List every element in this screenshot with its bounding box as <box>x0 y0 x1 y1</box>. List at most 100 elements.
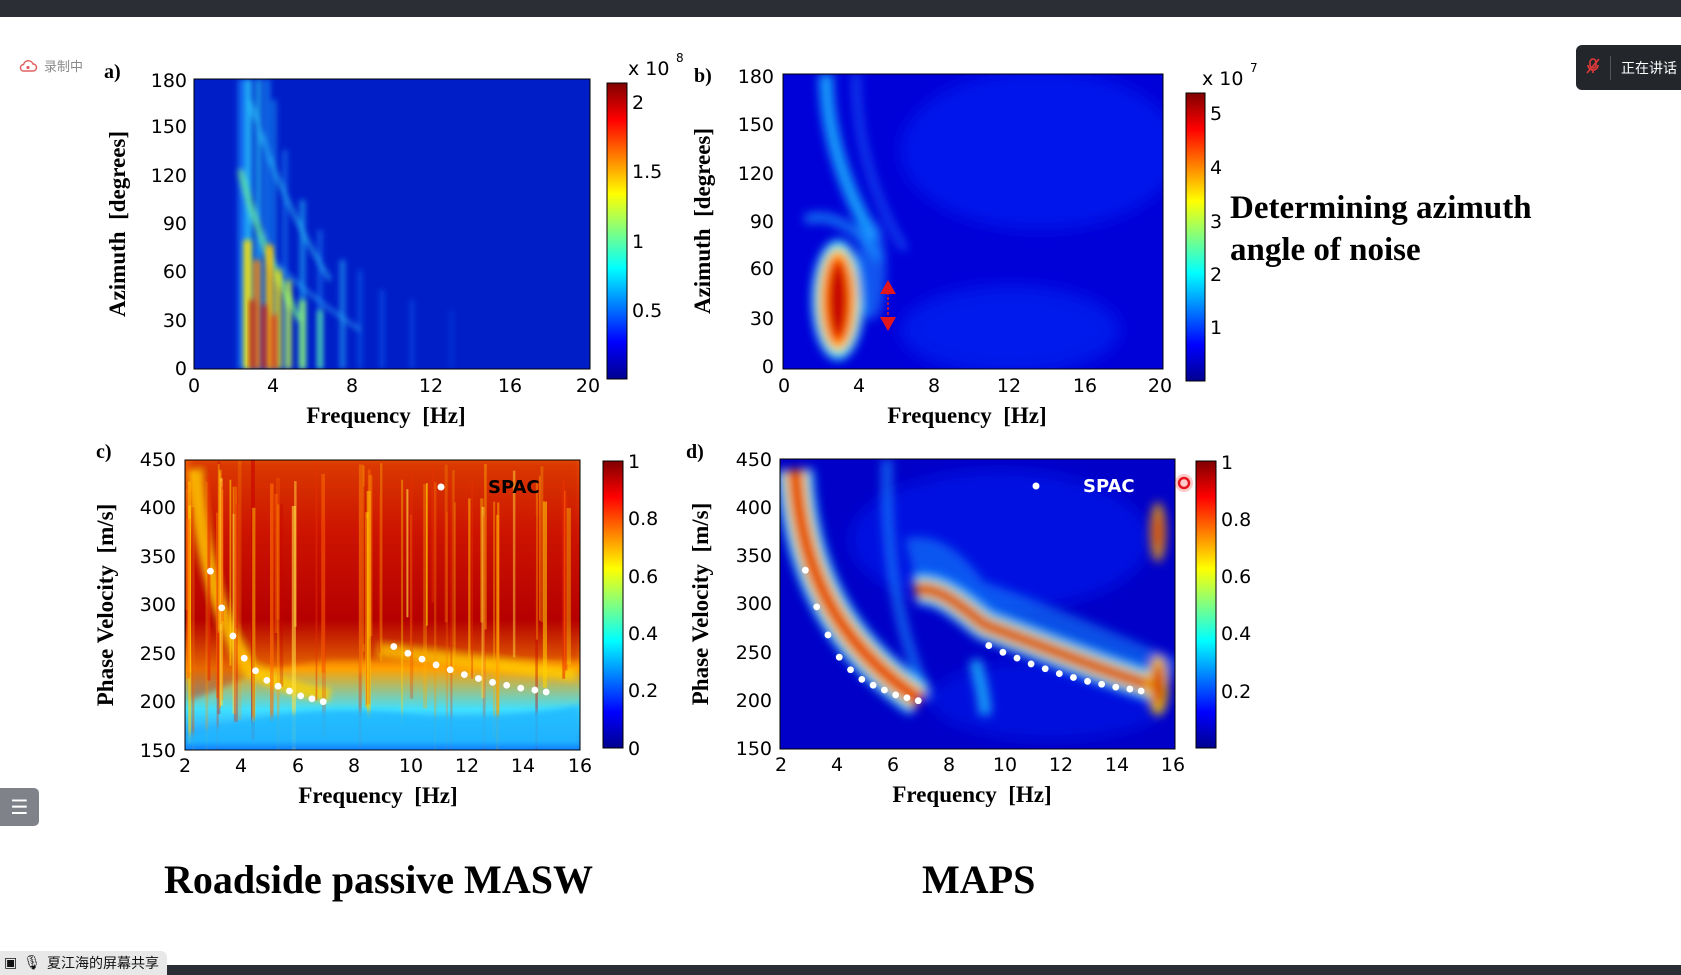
d-x-tick-5: 12 <box>1049 754 1073 776</box>
heatmap-streak <box>192 471 195 750</box>
heatmap-streak <box>401 479 404 724</box>
d-y-tick-6: 450 <box>736 449 772 471</box>
c-x-tick-4: 10 <box>399 755 423 777</box>
c-y-tick-2: 250 <box>140 643 176 665</box>
panel-d-heatmap <box>780 459 1175 749</box>
spac-point <box>880 686 888 694</box>
panel-c-spac-points <box>206 567 550 706</box>
spac-point <box>475 675 482 682</box>
d-legend-label: SPAC <box>1083 476 1135 497</box>
mic-off-icon <box>1576 57 1610 79</box>
heatmap-streak <box>216 515 219 750</box>
d-legend-marker <box>1032 482 1040 490</box>
panel-b: b) 0 30 60 90 <box>690 61 1258 428</box>
b-cbar-tick-0: 1 <box>1210 317 1222 339</box>
b-y-tick-6: 180 <box>738 66 774 88</box>
heatmap-streak <box>229 479 232 666</box>
c-cbar-tick-4: 0.8 <box>628 508 658 530</box>
c-x-tick-5: 12 <box>455 755 479 777</box>
heatmap-streak <box>274 493 278 633</box>
direction-double-arrow <box>880 280 896 331</box>
panel-label-c: c) <box>96 441 112 463</box>
spac-point <box>903 694 911 702</box>
d-y-tick-2: 250 <box>736 642 772 664</box>
speaking-label: 正在讲话 <box>1621 60 1677 77</box>
spac-point <box>1013 654 1021 662</box>
c-x-tick-6: 14 <box>511 755 535 777</box>
d-y-tick-0: 150 <box>736 738 772 760</box>
cloud-icon <box>19 59 38 72</box>
heatmap-streak <box>207 475 211 681</box>
a-x-tick-5: 20 <box>576 375 600 397</box>
spac-point <box>390 643 398 650</box>
heatmap-streak <box>277 504 280 750</box>
c-x-tick-0: 2 <box>179 755 191 777</box>
panel-d: d) <box>686 441 1251 807</box>
heatmap-streak <box>291 506 296 750</box>
spac-point <box>489 678 496 686</box>
a-y-tick-0: 0 <box>175 358 187 380</box>
outline-button[interactable]: ☰ <box>0 788 39 826</box>
heatmap-streak <box>358 464 364 674</box>
heatmap-streak <box>450 476 453 750</box>
heatmap-streak <box>493 501 496 739</box>
b-y-tick-4: 120 <box>738 163 774 185</box>
b-y-tick-1: 30 <box>750 308 774 330</box>
speaking-indicator[interactable]: 正在讲话 <box>1576 45 1681 90</box>
heatmap-streak <box>294 481 297 627</box>
heatmap-streak <box>237 460 242 720</box>
d-x-tick-7: 16 <box>1161 754 1185 776</box>
heatmap-streak <box>380 463 383 662</box>
a-colorbar-exp-base: x 10 <box>628 58 669 80</box>
c-cbar-tick-2: 0.4 <box>628 623 658 645</box>
mic-icon: 🎙 <box>23 955 42 971</box>
spac-point <box>1041 665 1049 673</box>
heatmap-streak <box>497 502 500 717</box>
b-cbar-tick-4: 5 <box>1210 103 1222 125</box>
heatmap-streak <box>216 512 220 699</box>
spac-point <box>418 655 426 663</box>
c-x-tick-3: 8 <box>348 755 360 777</box>
spac-point <box>252 667 259 675</box>
c-y-tick-6: 450 <box>140 449 176 471</box>
heatmap-streak <box>542 501 547 688</box>
heatmap-streak <box>368 475 373 636</box>
spac-point <box>1098 680 1106 688</box>
a-y-tick-6: 180 <box>151 70 187 92</box>
c-cbar-tick-1: 0.2 <box>628 680 658 702</box>
panel-c-heatmap <box>185 460 580 750</box>
c-y-label: Phase Velocity [m/s] <box>93 504 118 707</box>
spac-point <box>446 666 454 674</box>
b-colorbar-exp-base: x 10 <box>1202 68 1243 90</box>
spac-point <box>1112 683 1120 691</box>
spac-point <box>206 567 214 575</box>
c-y-tick-1: 200 <box>140 691 176 713</box>
panel-a: a) <box>104 51 684 428</box>
d-cbar-tick-1: 0.4 <box>1221 623 1251 645</box>
heatmap-streak <box>366 511 369 712</box>
spac-point <box>285 687 293 695</box>
heatmap-streak <box>471 479 473 679</box>
heatmap-streak <box>366 491 371 719</box>
heatmap-streak <box>431 465 435 603</box>
screen-share-label[interactable]: ▣ 🎙 夏江海的屏幕共享 <box>0 951 168 975</box>
heatmap-streak <box>358 482 362 748</box>
spac-point <box>869 681 877 689</box>
c-x-tick-1: 4 <box>235 755 247 777</box>
b-x-tick-0: 0 <box>778 375 790 397</box>
heatmap-streak <box>279 503 284 687</box>
d-y-label: Phase Velocity [m/s] <box>688 503 713 706</box>
spac-point <box>263 677 271 684</box>
heatmap-streak <box>423 484 427 709</box>
heatmap-streak <box>321 473 325 673</box>
heatmap-streak <box>512 470 516 658</box>
c-cbar-tick-3: 0.6 <box>628 566 658 588</box>
c-y-tick-4: 350 <box>140 546 176 568</box>
spac-point <box>1126 685 1134 693</box>
panel-d-spac-points <box>801 566 1145 705</box>
spac-point <box>1055 670 1063 677</box>
spac-point <box>1084 677 1091 685</box>
d-y-tick-1: 200 <box>736 690 772 712</box>
spac-point <box>892 691 900 699</box>
